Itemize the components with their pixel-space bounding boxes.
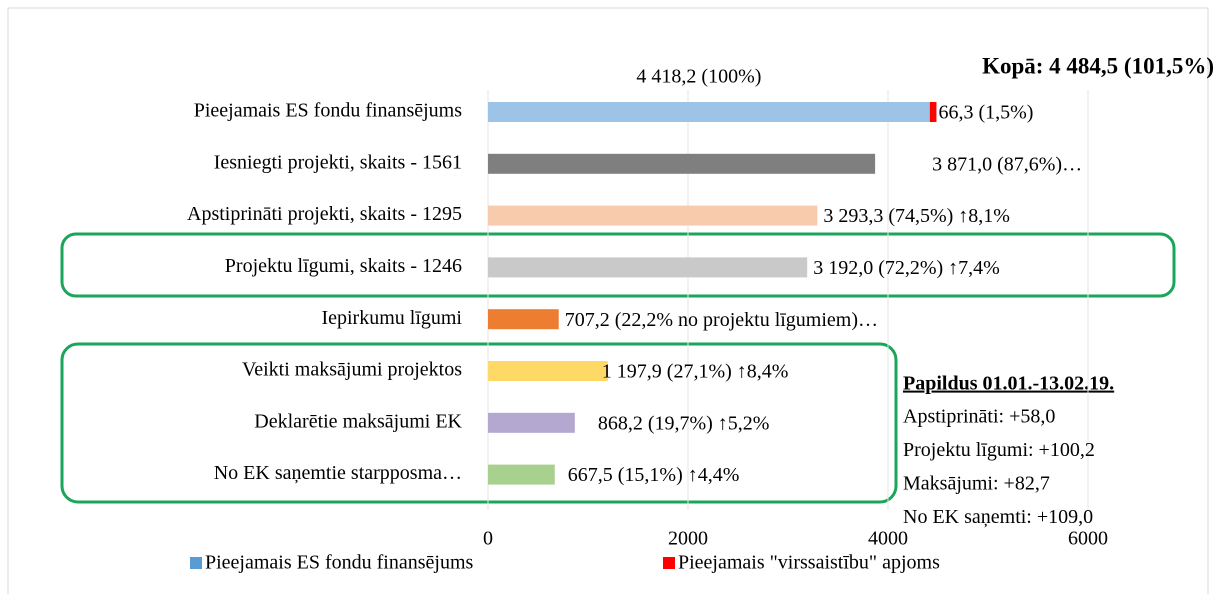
legend-label: Pieejamais "virssaistību" apjoms	[678, 552, 940, 574]
data-label: 1 197,9 (27,1%) ↑8,4%	[602, 361, 789, 383]
y-tick-label: Projektu līgumi, skaits - 1246	[225, 255, 462, 277]
data-label: 3 192,0 (72,2%) ↑7,4%	[813, 257, 1000, 279]
y-tick-label: Apstiprināti projekti, skaits - 1295	[187, 203, 462, 225]
data-label: 868,2 (19,7%) ↑5,2%	[598, 412, 770, 434]
legend-swatch	[190, 557, 202, 569]
x-tick-label: 4000	[868, 528, 908, 550]
y-tick-label: No EK saņemtie starpposma…	[214, 462, 462, 484]
annotation-title: Papildus 01.01.-13.02.19.	[903, 373, 1114, 395]
bar	[488, 464, 555, 485]
annotation-line: Maksājumi: +82,7	[903, 473, 1050, 495]
annotation-line: No EK saņemti: +109,0	[903, 506, 1093, 528]
bar	[488, 102, 930, 122]
y-tick-label: Veikti maksājumi projektos	[242, 359, 462, 381]
data-label: 3 871,0 (87,6%)…	[932, 153, 1082, 175]
annotation-line: Projektu līgumi: +100,2	[903, 439, 1095, 461]
bar	[488, 257, 808, 278]
data-label: 3 293,3 (74,5%) ↑8,1%	[823, 205, 1010, 227]
bar	[488, 205, 818, 226]
y-tick-label: Iesniegti projekti, skaits - 1561	[214, 151, 462, 173]
bar	[929, 102, 937, 122]
bar	[488, 309, 559, 330]
x-tick-label: 0	[483, 528, 493, 550]
data-label: 707,2 (22,2% no projektu līgumiem)…	[565, 309, 878, 331]
highlight-box	[60, 342, 898, 504]
bar	[488, 361, 608, 381]
x-tick-label: 6000	[1068, 528, 1108, 550]
annotation-line: Apstiprināti: +58,0	[903, 406, 1055, 428]
x-tick-label: 2000	[668, 528, 708, 550]
bar	[488, 153, 876, 174]
highlight-box	[60, 232, 1176, 298]
legend-swatch	[663, 557, 675, 569]
data-label: 4 418,2 (100%)	[636, 66, 761, 88]
data-label: 667,5 (15,1%) ↑4,4%	[568, 464, 740, 486]
data-label: 66,3 (1,5%)	[938, 102, 1033, 124]
bar	[488, 412, 575, 433]
y-tick-label: Iepirkumu līgumi	[321, 307, 462, 329]
y-tick-label: Pieejamais ES fondu finansējums	[194, 100, 463, 122]
chart-title: Kopā: 4 484,5 (101,5%)	[982, 53, 1214, 78]
y-tick-label: Deklarētie maksājumi EK	[254, 410, 462, 432]
legend-label: Pieejamais ES fondu finansējums	[205, 552, 474, 574]
